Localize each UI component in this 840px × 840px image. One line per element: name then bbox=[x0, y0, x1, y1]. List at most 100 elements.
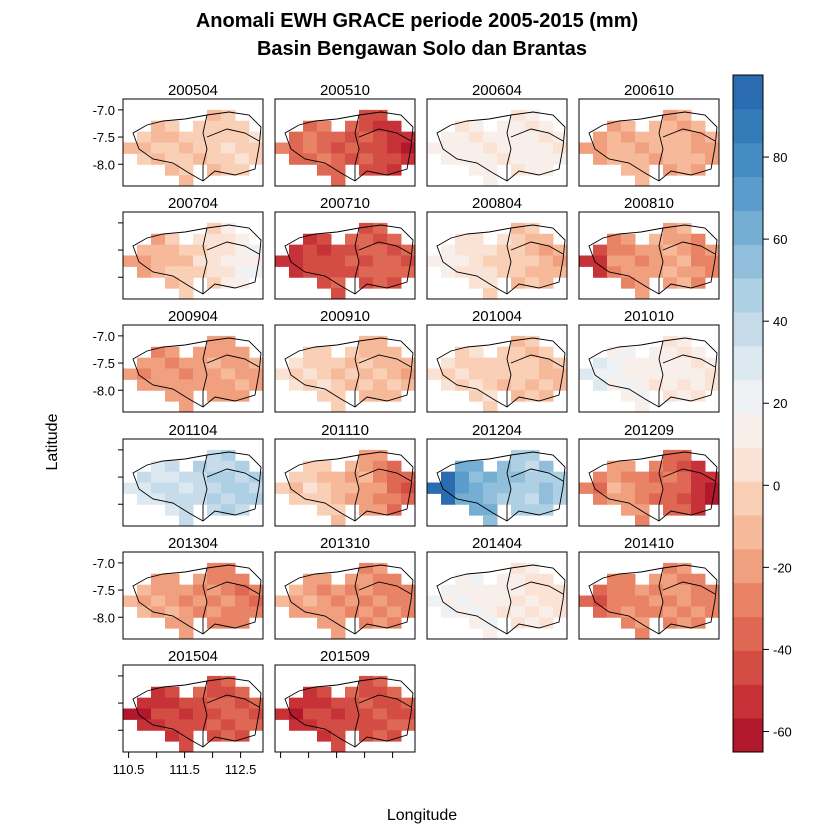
heat-cell bbox=[497, 471, 512, 484]
heat-cell bbox=[387, 357, 402, 370]
heat-cell bbox=[289, 244, 304, 257]
heat-cell bbox=[677, 595, 692, 607]
heat-cell bbox=[373, 675, 388, 688]
heat-cell bbox=[677, 584, 692, 597]
heat-cell bbox=[663, 368, 678, 380]
heat-cell bbox=[539, 390, 554, 402]
sub-basin-divide bbox=[354, 227, 412, 294]
basin-boundary bbox=[132, 224, 262, 295]
heat-cell bbox=[691, 504, 706, 516]
heat-cell bbox=[401, 255, 416, 267]
sub-basin-divide bbox=[354, 567, 412, 634]
heat-cell bbox=[221, 222, 236, 235]
heat-cell bbox=[137, 482, 152, 494]
sub-basin-divide bbox=[506, 454, 564, 521]
heat-cell bbox=[207, 131, 222, 144]
heat-cell bbox=[207, 617, 222, 629]
heat-cell bbox=[483, 142, 498, 154]
heat-cell bbox=[359, 164, 374, 176]
panel-201410: 201410 bbox=[578, 535, 720, 640]
heat-cell bbox=[373, 153, 388, 165]
heat-cell bbox=[649, 357, 664, 370]
heat-cell bbox=[649, 460, 664, 473]
heat-cell bbox=[179, 482, 194, 494]
heat-cell bbox=[331, 266, 346, 278]
heat-cell bbox=[151, 153, 166, 165]
heat-cell bbox=[677, 222, 692, 235]
heat-cell bbox=[179, 357, 194, 370]
heat-cell bbox=[387, 131, 402, 144]
heat-cell bbox=[705, 584, 720, 597]
heat-cell bbox=[553, 357, 568, 370]
heat-cell bbox=[455, 233, 470, 246]
heat-cell bbox=[317, 708, 332, 720]
panel-frame bbox=[578, 98, 720, 187]
heat-cell bbox=[663, 335, 678, 348]
heat-cell bbox=[539, 368, 554, 380]
heat-cell bbox=[469, 164, 484, 176]
heat-cell bbox=[677, 606, 692, 618]
heat-cell bbox=[497, 460, 512, 473]
heat-cell bbox=[165, 368, 180, 380]
x-tick-label: 110.5 bbox=[113, 762, 145, 777]
heat-cell bbox=[607, 471, 622, 484]
heat-cell bbox=[137, 266, 152, 278]
heat-cell bbox=[553, 266, 568, 278]
heat-cell bbox=[607, 131, 622, 144]
heat-cell bbox=[373, 460, 388, 473]
heat-cell bbox=[359, 708, 374, 720]
heat-cell bbox=[331, 493, 346, 505]
colorbar-tick-label: 0 bbox=[773, 478, 780, 493]
panel-frame bbox=[274, 98, 416, 187]
heat-cell bbox=[691, 482, 706, 494]
colorbar-swatch bbox=[733, 481, 763, 516]
heat-cell bbox=[373, 686, 388, 699]
heat-cell bbox=[303, 719, 318, 731]
heat-cell bbox=[593, 482, 608, 494]
heat-cell bbox=[151, 573, 166, 586]
heat-cell bbox=[207, 266, 222, 278]
heat-cell bbox=[511, 449, 526, 462]
heat-cell bbox=[387, 493, 402, 505]
y-tick-label: -7.0 bbox=[93, 556, 115, 571]
heat-cell bbox=[483, 471, 498, 484]
heat-cell bbox=[427, 482, 442, 494]
chart-subtitle: Basin Bengawan Solo dan Brantas bbox=[257, 38, 587, 60]
heat-cell bbox=[165, 164, 180, 176]
heat-cell bbox=[303, 697, 318, 710]
basin-boundary bbox=[588, 451, 718, 522]
heat-cell bbox=[387, 346, 402, 359]
heat-cell bbox=[691, 255, 706, 267]
heat-cell bbox=[193, 606, 208, 618]
heat-cell bbox=[441, 244, 456, 257]
heat-cell bbox=[193, 493, 208, 505]
heat-cell bbox=[539, 255, 554, 267]
heat-cell bbox=[691, 617, 706, 629]
heat-cell bbox=[221, 244, 236, 257]
heat-cell bbox=[359, 730, 374, 742]
heat-cell bbox=[511, 120, 526, 133]
heat-cell bbox=[345, 708, 360, 720]
heat-cell bbox=[511, 153, 526, 165]
heat-cell bbox=[275, 482, 290, 494]
heat-cell bbox=[317, 120, 332, 133]
heat-cell bbox=[221, 562, 236, 575]
heat-cell bbox=[677, 120, 692, 133]
heat-cell bbox=[179, 697, 194, 710]
panel-frame bbox=[426, 551, 568, 640]
heat-cell bbox=[539, 482, 554, 494]
heat-cell bbox=[579, 482, 594, 494]
heat-cell bbox=[165, 233, 180, 246]
heat-cell bbox=[497, 379, 512, 391]
panel-201209: 201209 bbox=[578, 422, 720, 527]
heat-cell bbox=[165, 460, 180, 473]
sub-basin-divide bbox=[506, 227, 564, 294]
heat-cell bbox=[691, 368, 706, 380]
heat-cell bbox=[331, 628, 346, 640]
heat-cell bbox=[165, 493, 180, 505]
panel-axes: -7.0 -7.5 -8.0 -7.0 -7.5 -8.0 -7.0 -7.5 -8.0 110.… bbox=[93, 103, 394, 777]
heat-cell bbox=[331, 379, 346, 391]
heat-cell bbox=[469, 142, 484, 154]
heat-cell bbox=[525, 131, 540, 144]
heat-cell bbox=[705, 606, 720, 618]
